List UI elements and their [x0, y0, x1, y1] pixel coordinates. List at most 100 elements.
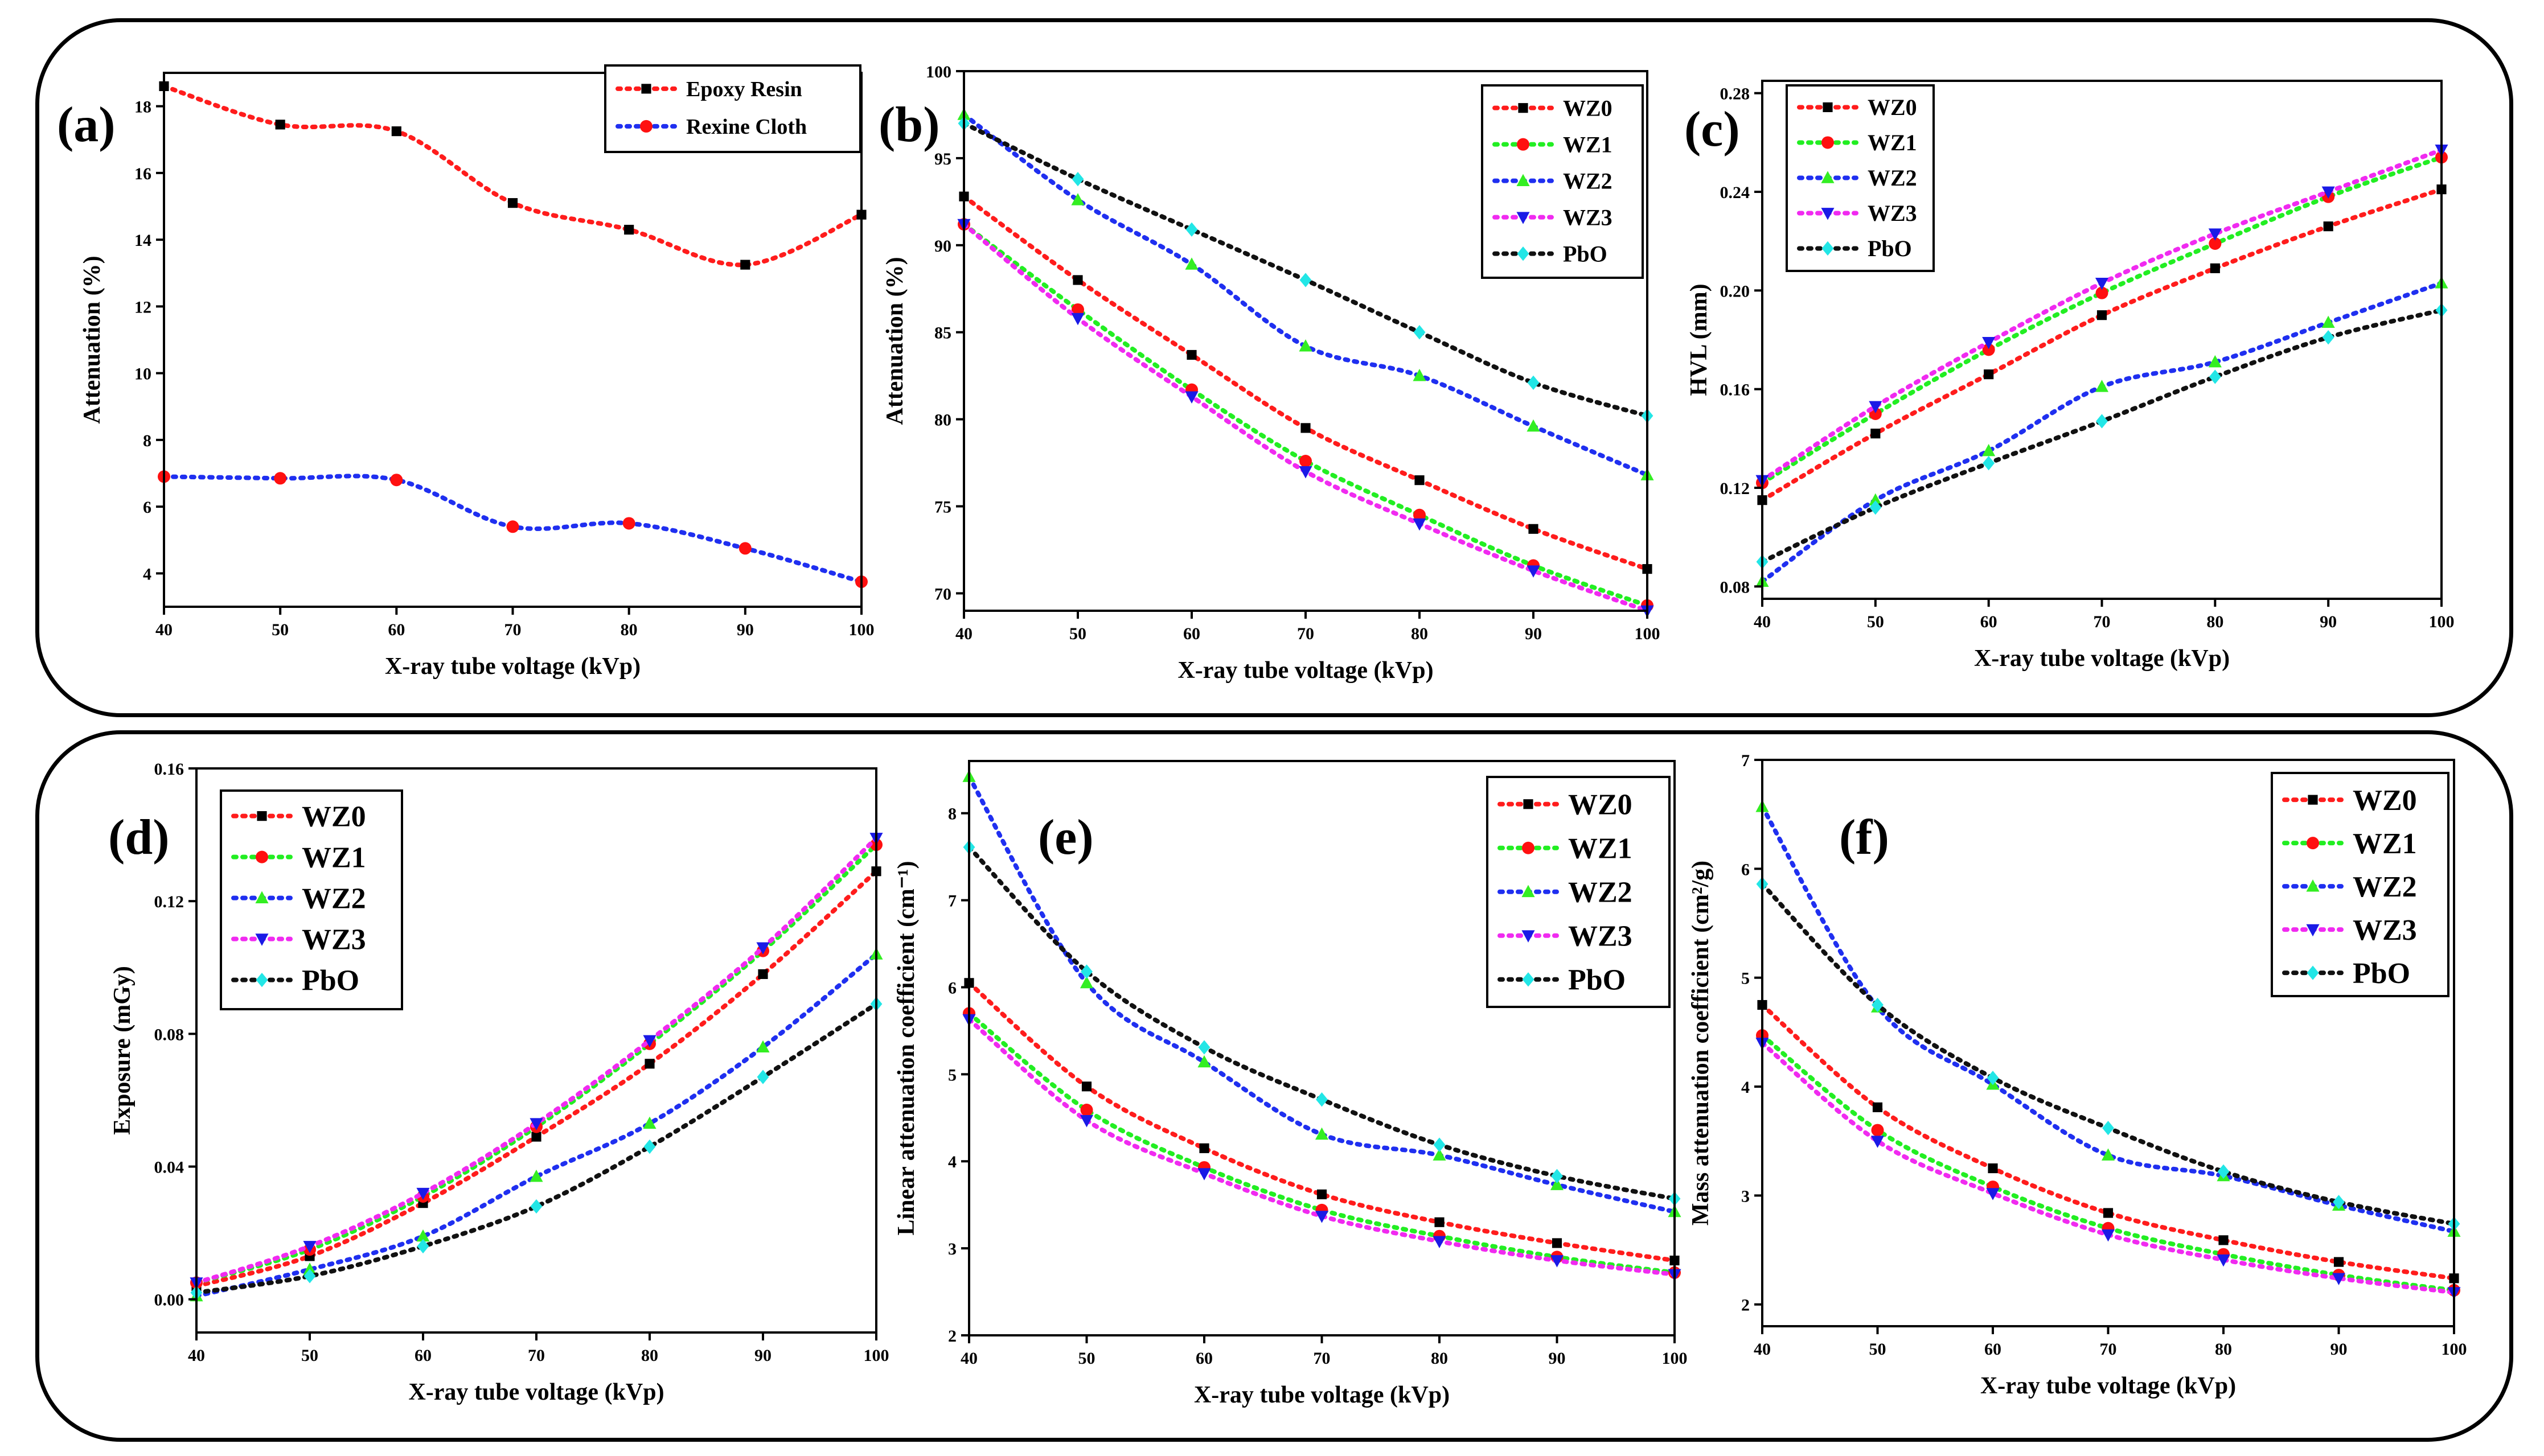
data-point	[2208, 228, 2222, 241]
data-point	[274, 472, 287, 485]
legend-marker	[641, 84, 651, 94]
data-point	[1550, 1255, 1564, 1268]
data-point	[1869, 493, 1882, 506]
data-point	[1527, 419, 1540, 432]
legend-item: WZ0	[2282, 784, 2417, 817]
legend-item: WZ2	[231, 882, 366, 915]
legend-marker	[1821, 136, 1834, 149]
legend-item: WZ3	[231, 923, 366, 956]
legend-item: WZ1	[2282, 828, 2417, 860]
x-tick-label: 60	[1980, 612, 1997, 631]
legend: WZ0 WZ1 WZ2 WZ3 PbO	[2271, 772, 2449, 997]
x-tick-label: 100	[2442, 1340, 2467, 1359]
data-point	[1299, 455, 1312, 468]
legend-marker	[1523, 799, 1533, 809]
x-tick-label: 70	[1314, 1349, 1331, 1368]
y-axis-title: Linear attenuation coefficient (cm⁻¹)	[893, 861, 920, 1236]
data-point	[1071, 312, 1085, 326]
legend-marker	[1517, 138, 1529, 151]
data-point	[1987, 1071, 1999, 1085]
data-point	[507, 198, 518, 208]
x-tick-label: 90	[1549, 1349, 1566, 1368]
x-tick-label: 40	[955, 624, 973, 643]
legend: WZ0 WZ1 WZ2 WZ3 PbO	[220, 789, 403, 1010]
panel-label: (f)	[1839, 810, 1889, 865]
data-point	[643, 1116, 656, 1129]
data-point	[1413, 369, 1426, 381]
bottom-row-frame	[35, 730, 2513, 1442]
data-point	[1316, 1189, 1327, 1199]
data-point	[1988, 1163, 1998, 1174]
data-point	[2096, 414, 2108, 429]
legend-marker	[1522, 841, 1534, 854]
y-tick-label: 0.08	[1720, 578, 1750, 597]
data-point	[1433, 1137, 1446, 1152]
y-tick-label: 10	[134, 365, 151, 384]
y-tick-label: 0.24	[1720, 183, 1750, 202]
legend-item: WZ1	[1797, 130, 1917, 155]
y-tick-label: 7	[948, 892, 957, 911]
x-tick-label: 100	[864, 1346, 889, 1365]
data-point	[2209, 369, 2221, 384]
data-point	[2322, 330, 2334, 345]
y-axis-title: Mass attenuation coefficient (cm²/g)	[1688, 861, 1714, 1225]
y-tick-label: 80	[934, 411, 951, 430]
chart-panel-c: 40 50 60 70 80 90 100 0.08 0.12 0.16 0.20 0.24 0.28 X…	[1684, 80, 2455, 672]
data-point	[1072, 303, 1084, 316]
legend: WZ0 WZ1 WZ2 WZ3 PbO	[1481, 84, 1644, 279]
y-tick-label: 100	[926, 63, 951, 81]
legend-marker	[1518, 103, 1528, 113]
data-point	[1983, 456, 1995, 471]
series-pbo	[1756, 303, 2448, 569]
y-tick-label: 0.12	[1720, 479, 1750, 498]
legend-item: WZ0	[1497, 788, 1632, 821]
data-point	[417, 1239, 429, 1254]
legend-label: PbO	[1568, 964, 1626, 996]
data-point	[757, 1070, 769, 1084]
legend-item: WZ1	[231, 841, 366, 874]
legend-marker	[1521, 885, 1535, 898]
legend-label: WZ1	[1563, 131, 1612, 157]
series-line	[1762, 1033, 2454, 1293]
x-axis-title: X-ray tube voltage (kVp)	[408, 1379, 664, 1405]
legend-marker	[2306, 879, 2320, 892]
data-point	[1982, 443, 1996, 456]
legend-item: PbO	[1492, 241, 1607, 266]
data-point	[2209, 237, 2222, 250]
data-point	[1984, 369, 1994, 380]
data-point	[391, 126, 401, 137]
legend-item: WZ0	[1797, 94, 1917, 120]
data-point	[1551, 1169, 1563, 1183]
legend-marker	[1516, 174, 1530, 187]
data-point	[1413, 508, 1426, 521]
data-point	[758, 969, 768, 980]
x-tick-label: 50	[272, 620, 289, 639]
data-point	[1316, 1092, 1328, 1107]
data-point	[1081, 1081, 1092, 1092]
data-point	[1527, 375, 1540, 390]
legend-item: WZ0	[231, 800, 366, 833]
series-rexine-cloth	[158, 470, 868, 589]
y-tick-label: 5	[1741, 969, 1750, 988]
data-point	[624, 224, 634, 235]
data-point	[1185, 222, 1198, 237]
y-tick-label: 3	[948, 1240, 957, 1258]
legend-item: WZ2	[1497, 876, 1632, 908]
data-point	[1433, 1236, 1446, 1248]
data-point	[1527, 565, 1540, 578]
legend-label: PbO	[302, 964, 359, 997]
data-point	[1199, 1143, 1209, 1153]
data-point	[1072, 171, 1084, 187]
y-tick-label: 0.08	[154, 1025, 184, 1044]
x-tick-label: 80	[1431, 1349, 1448, 1368]
legend-label: WZ2	[2353, 871, 2417, 903]
y-tick-label: 8	[948, 805, 957, 824]
y-tick-label: 0.20	[1720, 282, 1750, 301]
legend-item: WZ3	[1797, 200, 1917, 226]
x-tick-label: 90	[754, 1346, 772, 1365]
x-tick-label: 70	[2100, 1340, 2117, 1359]
x-tick-label: 70	[504, 620, 522, 639]
data-point	[1080, 1115, 1094, 1128]
legend-item: Epoxy Resin	[616, 77, 802, 101]
data-point	[2101, 1148, 2115, 1161]
